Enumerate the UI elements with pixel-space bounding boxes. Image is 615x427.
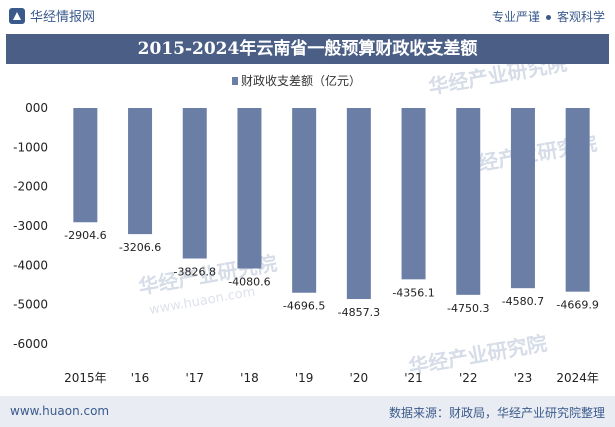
brand: 华经情报网 <box>8 6 95 25</box>
legend-swatch <box>232 77 238 85</box>
x-tick-label: '21 <box>404 371 423 385</box>
y-tick-label: -4000 <box>13 258 48 272</box>
y-tick-label: -3000 <box>13 219 48 233</box>
data-label: -4857.3 <box>338 306 380 319</box>
x-tick-label: 2024年 <box>556 371 599 385</box>
x-tick-label: '23 <box>514 371 533 385</box>
bar <box>510 108 535 289</box>
data-label: -4669.9 <box>556 299 598 312</box>
footer: www.huaon.com 数据来源：财政局，华经产业研究院整理 <box>0 396 615 427</box>
bar <box>401 108 426 280</box>
x-tick-label: 2015年 <box>64 371 107 385</box>
bar <box>128 108 153 235</box>
bar <box>237 108 262 269</box>
y-tick-label: -5000 <box>13 298 48 312</box>
x-tick-label: '16 <box>131 371 150 385</box>
footer-source: 数据来源：财政局，华经产业研究院整理 <box>388 406 605 420</box>
footer-site: www.huaon.com <box>10 404 110 418</box>
huajing-logo-icon <box>9 7 25 24</box>
x-tick-label: '22 <box>459 371 478 385</box>
legend-label: 财政收支差额（亿元） <box>241 73 361 88</box>
bars <box>73 108 590 300</box>
data-label: -4356.1 <box>392 286 434 299</box>
separator-dot-icon <box>545 15 551 20</box>
data-label: -2904.6 <box>64 229 106 242</box>
x-axis-labels: 2015年 '16 '17 '18 '19 '20 '21 '22 '23 2024年 <box>64 371 599 385</box>
y-axis: 000 -1000 -2000 -3000 -4000 -5000 -6000 <box>13 101 48 351</box>
data-label: -3826.8 <box>174 266 216 279</box>
y-tick-label: -6000 <box>13 337 48 351</box>
y-tick-label: 000 <box>25 101 48 115</box>
data-label: -4080.6 <box>228 276 270 289</box>
watermark-text: 华经产业研究院 <box>427 64 569 99</box>
bar-chart: 华经产业研究院华经产业研究院华经产业研究院华经产业研究院www.huaon.co… <box>13 64 599 385</box>
data-labels: -2904.6 -3206.6 -3826.8 -4080.6 -4696.5 -4857… <box>64 229 599 319</box>
data-label: -4580.7 <box>502 295 544 308</box>
x-tick-label: '19 <box>295 371 314 385</box>
x-tick-label: '20 <box>350 371 369 385</box>
x-tick-label: '18 <box>240 371 259 385</box>
top-bar: 华经情报网 专业严谨 客观科学 <box>0 0 615 34</box>
legend: 财政收支差额（亿元） <box>232 73 361 88</box>
bar <box>346 108 371 300</box>
bar <box>565 108 590 292</box>
data-label: -3206.6 <box>119 241 161 254</box>
data-label: -4750.3 <box>447 302 489 315</box>
tagline-objective: 客观科学 <box>556 10 605 24</box>
data-label: -4696.5 <box>283 300 325 313</box>
bar <box>292 108 317 293</box>
bar <box>73 108 98 223</box>
bar <box>456 108 481 295</box>
bar <box>182 108 207 259</box>
x-tick-label: '17 <box>185 371 204 385</box>
y-tick-label: -1000 <box>13 140 48 154</box>
tagline-professional: 专业严谨 <box>491 10 540 24</box>
tagline: 专业严谨 客观科学 <box>492 8 605 25</box>
chart-title: 2015-2024年云南省一般预算财政收支差额 <box>6 34 609 64</box>
y-tick-label: -2000 <box>13 180 48 194</box>
brand-name: 华经情报网 <box>30 10 96 25</box>
